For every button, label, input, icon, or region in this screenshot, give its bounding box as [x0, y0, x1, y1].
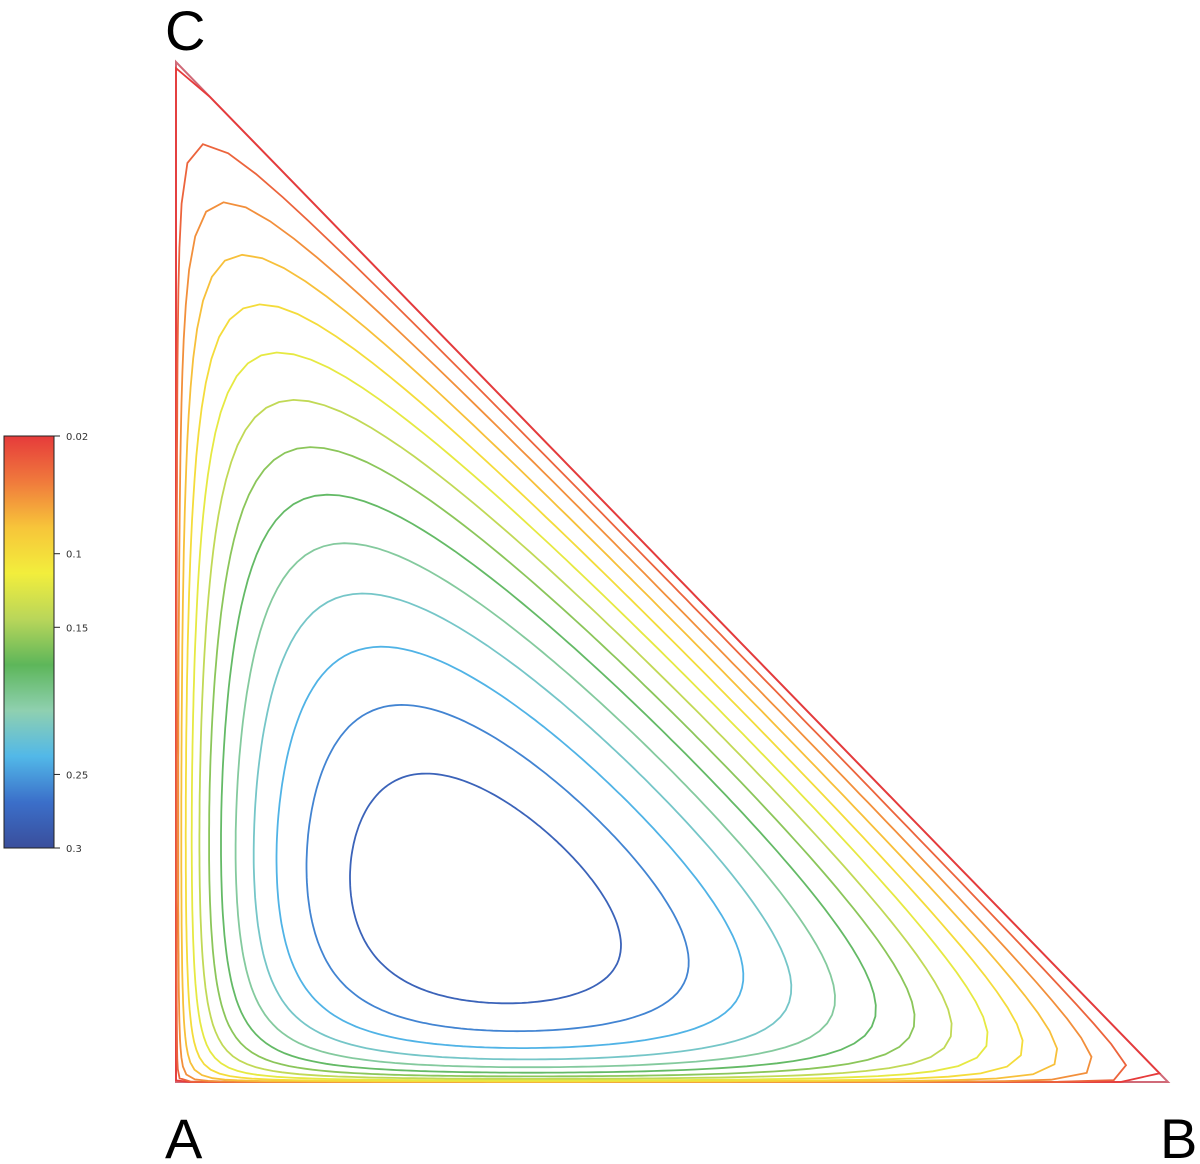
- colorbar-tick-label: 0.15: [66, 623, 88, 634]
- contour-lines: [175, 66, 1162, 1083]
- contour-line: [349, 772, 622, 1005]
- contour-line: [208, 446, 916, 1078]
- contour-line: [234, 542, 836, 1069]
- colorbar-gradient: [3, 435, 55, 849]
- vertex-label-c: C: [165, 0, 205, 62]
- contour-line: [175, 143, 1128, 1083]
- contour-line: [220, 493, 877, 1074]
- colorbar-tick-label: 0.3: [66, 844, 82, 855]
- contour-line: [275, 645, 745, 1049]
- contour-line: [305, 703, 690, 1033]
- contour-line: [252, 592, 793, 1061]
- colorbar: 0.02 0.1 0.15 0.25 0.3: [3, 432, 88, 855]
- contour-line: [175, 66, 1162, 1083]
- contour-line: [190, 351, 989, 1082]
- vertex-label-b: B: [1160, 1107, 1197, 1164]
- colorbar-tick-label: 0.25: [66, 770, 88, 781]
- vertex-label-a: A: [165, 1107, 203, 1164]
- colorbar-tick-label: 0.02: [66, 432, 88, 443]
- colorbar-tick-label: 0.1: [66, 550, 82, 561]
- contour-line: [198, 398, 953, 1080]
- contour-line: [177, 201, 1093, 1083]
- contour-line: [184, 303, 1024, 1083]
- colorbar-ticks: 0.02 0.1 0.15 0.25 0.3: [54, 432, 88, 855]
